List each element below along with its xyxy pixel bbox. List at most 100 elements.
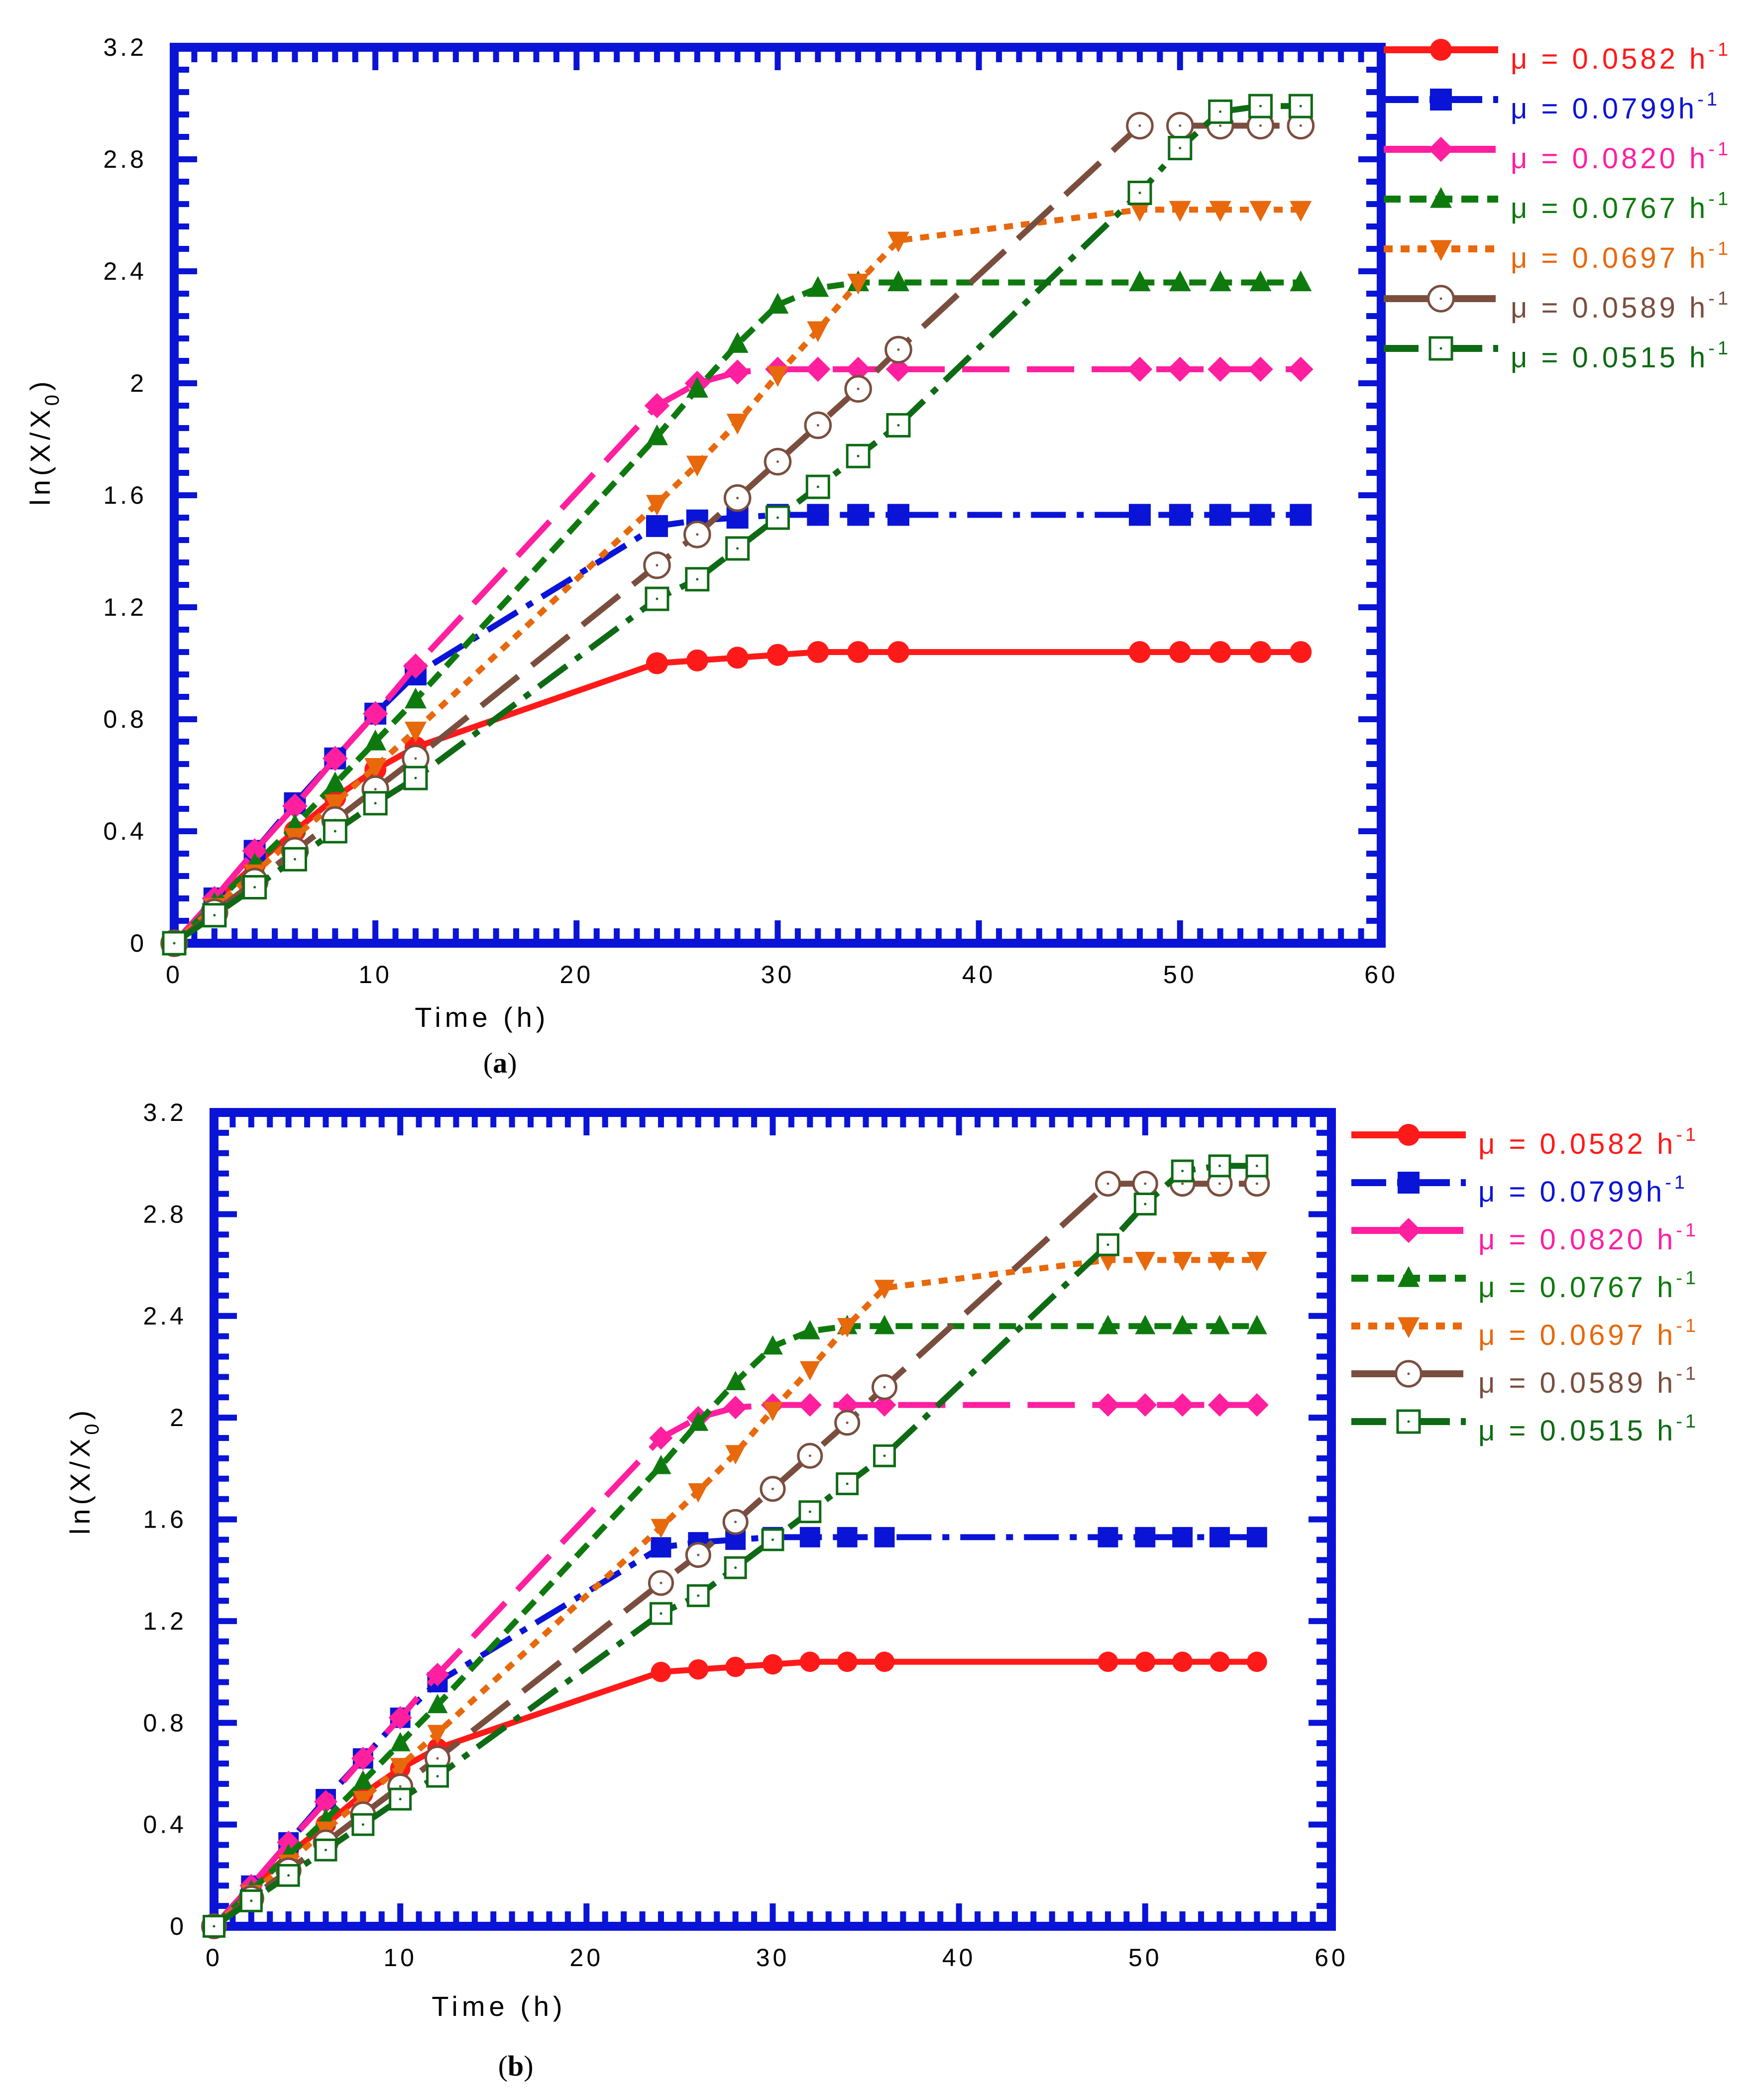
- data-point: [649, 1426, 673, 1450]
- caption-open: (: [483, 1047, 493, 1079]
- legend-label-text: μ = 0.0820 h: [1478, 1223, 1676, 1256]
- data-point-center: [1218, 1164, 1221, 1167]
- y-tick-label: 0.8: [143, 1709, 187, 1737]
- data-point-center: [325, 1849, 327, 1852]
- data-point: [1172, 1652, 1193, 1672]
- data-point: [798, 1393, 822, 1417]
- legend-item: μ = 0.0697 h-1: [1384, 238, 1731, 274]
- legend-label-text: μ = 0.0582 h: [1478, 1128, 1676, 1160]
- data-point: [1246, 1527, 1267, 1547]
- axis-ticks: [171, 44, 1384, 946]
- data-point: [686, 649, 708, 671]
- x-tick-label: 40: [962, 961, 996, 989]
- series-1: [163, 504, 1312, 954]
- data-point-center: [1144, 1182, 1147, 1185]
- data-point: [1129, 641, 1151, 663]
- data-point: [645, 586, 669, 611]
- legend-label: μ = 0.0515 h-1: [1511, 338, 1731, 374]
- legend-item: μ = 0.0515 h-1: [1351, 1409, 1696, 1447]
- data-point: [767, 293, 789, 314]
- data-point: [724, 1556, 747, 1579]
- data-point-center: [659, 1612, 662, 1615]
- x-axis-title: Time (h): [415, 1001, 549, 1033]
- legend-label-text: μ = 0.0589 h: [1511, 292, 1708, 324]
- legend-label: μ = 0.0799h-1: [1511, 89, 1720, 125]
- data-point-center: [399, 1785, 402, 1788]
- legend-label: μ = 0.0589 h-1: [1511, 288, 1731, 324]
- data-point: [763, 1335, 783, 1355]
- data-point: [405, 721, 427, 743]
- y-tick-label: 3.2: [143, 1099, 187, 1126]
- y-axis-title-close: ): [64, 1407, 96, 1420]
- data-point: [887, 270, 909, 292]
- data-point: [644, 393, 670, 419]
- legend: μ = 0.0582 h-1μ = 0.0799h-1μ = 0.0820 h-…: [1351, 1124, 1699, 1447]
- legend-label-text: μ = 0.0767 h: [1478, 1271, 1676, 1304]
- y-axis-title: ln(X/X0): [24, 377, 63, 505]
- data-point: [837, 1652, 858, 1672]
- legend-marker: [1428, 136, 1454, 162]
- data-point-center: [333, 830, 336, 833]
- y-tick-label: 2.8: [143, 1200, 187, 1228]
- data-point: [323, 746, 348, 772]
- series-line: [172, 512, 1301, 946]
- data-point-center: [808, 1454, 811, 1457]
- data-point-center: [857, 387, 860, 390]
- y-tick-label: 0: [130, 929, 147, 957]
- data-point: [725, 1657, 746, 1677]
- legend-marker: [1398, 1266, 1420, 1287]
- data-point-center: [696, 533, 699, 536]
- y-tick-label: 0: [170, 1912, 187, 1940]
- data-point-center: [659, 1581, 662, 1584]
- data-point: [1096, 1393, 1120, 1417]
- data-point: [1172, 1527, 1193, 1547]
- data-point: [390, 1758, 411, 1777]
- data-point: [1246, 1652, 1267, 1672]
- legend-label-superscript: -1: [1708, 238, 1731, 259]
- data-point: [767, 644, 789, 666]
- data-point-center: [734, 1521, 737, 1524]
- legend-label-text: μ = 0.0697 h: [1478, 1319, 1676, 1351]
- data-point: [1209, 270, 1231, 292]
- data-point: [352, 1791, 373, 1811]
- legend-marker: [1430, 187, 1452, 208]
- legend-label: μ = 0.0697 h-1: [1478, 1316, 1699, 1351]
- data-point: [763, 1402, 783, 1422]
- legend-label-superscript: -1: [1708, 139, 1731, 160]
- data-point-center: [1299, 124, 1302, 127]
- data-point: [1246, 1251, 1267, 1271]
- data-point: [1097, 1251, 1118, 1271]
- data-point: [1249, 504, 1272, 526]
- legend-label-text: μ = 0.0799h: [1478, 1176, 1665, 1208]
- data-point: [874, 1315, 895, 1334]
- legend-item: μ = 0.0582 h-1: [1351, 1124, 1696, 1160]
- y-tick-label: 1.2: [143, 1607, 187, 1635]
- data-point: [1209, 1527, 1230, 1547]
- data-point: [324, 772, 346, 792]
- data-point: [277, 1830, 301, 1854]
- data-point-center: [399, 1798, 402, 1801]
- data-point: [1169, 270, 1191, 292]
- data-point: [1207, 1393, 1232, 1417]
- data-point-center: [1179, 147, 1182, 149]
- data-point: [845, 356, 871, 382]
- data-point-center: [414, 776, 417, 779]
- caption-letter: a: [493, 1047, 507, 1079]
- data-point: [1169, 504, 1191, 526]
- x-tick-label: 0: [166, 961, 183, 989]
- x-tick-label: 50: [1128, 1944, 1162, 1972]
- y-tick-label: 2.4: [143, 1302, 187, 1330]
- legend-item: μ = 0.0799h-1: [1384, 89, 1720, 125]
- legend-label: μ = 0.0767 h-1: [1478, 1268, 1699, 1304]
- data-point: [1129, 201, 1151, 222]
- data-point: [1248, 356, 1273, 382]
- legend-label: μ = 0.0820 h-1: [1511, 139, 1731, 175]
- data-point: [1133, 1393, 1157, 1417]
- data-point-center: [857, 454, 860, 457]
- data-point-center: [253, 886, 256, 888]
- data-point: [362, 701, 388, 727]
- data-point-center: [213, 914, 216, 917]
- data-point: [887, 641, 909, 663]
- plot-frame: [170, 43, 1386, 948]
